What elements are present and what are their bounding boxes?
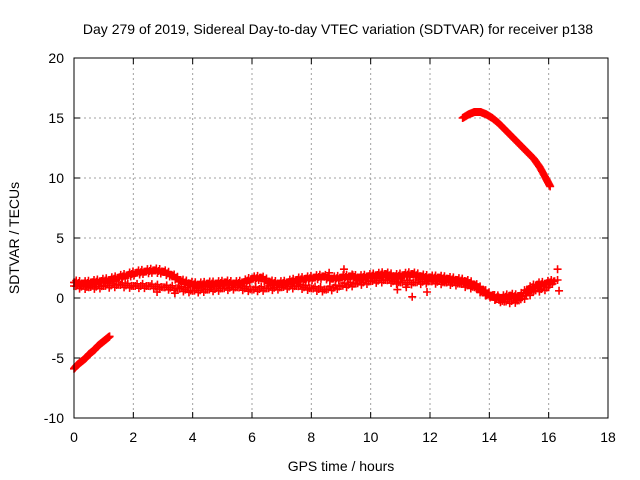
upper-arc-sdtvar-point bbox=[546, 182, 555, 191]
lower-band-sdtvar-point bbox=[487, 292, 496, 301]
y-tick-label: -10 bbox=[44, 410, 64, 426]
scatter-points-sdtvar-point bbox=[553, 265, 562, 274]
lower-band-sdtvar-point bbox=[479, 286, 488, 295]
lower-band-sdtvar-point bbox=[489, 290, 498, 299]
lower-band-sdtvar-point bbox=[257, 282, 266, 291]
chart-title: Day 279 of 2019, Sidereal Day-to-day VTE… bbox=[83, 21, 593, 37]
lower-band-sdtvar-point bbox=[272, 281, 281, 290]
lower-band-sdtvar-point bbox=[515, 296, 523, 305]
lower-band-sdtvar-point bbox=[477, 287, 486, 296]
lower-band-sdtvar-point bbox=[238, 286, 247, 295]
scatter-points-sdtvar-point bbox=[170, 289, 179, 298]
lower-band-sdtvar-point bbox=[527, 288, 536, 296]
y-tick-label: -5 bbox=[52, 350, 65, 366]
y-tick-label: 5 bbox=[56, 230, 64, 246]
y-tick-label: 20 bbox=[48, 50, 64, 66]
lower-band-sdtvar-point bbox=[298, 285, 307, 294]
lower-band-sdtvar-point bbox=[227, 281, 236, 290]
lower-band-sdtvar-point bbox=[94, 280, 103, 289]
lower-band-sdtvar-point bbox=[355, 276, 364, 285]
x-tick-label: 14 bbox=[482, 429, 498, 445]
lower-band-sdtvar-point bbox=[539, 282, 548, 291]
axis-ticks: 0 2 4 6 8 10 12 14 16 18 -10 -5 0 5 10 15 20 bbox=[44, 50, 616, 445]
scatter-points-sdtvar-point bbox=[153, 288, 162, 296]
y-tick-label: 15 bbox=[48, 110, 64, 126]
lower-band-sdtvar-point bbox=[375, 274, 384, 283]
grid-lines bbox=[74, 58, 608, 418]
lower-band-sdtvar-point bbox=[179, 287, 188, 296]
lower-band-sdtvar-point bbox=[533, 283, 542, 292]
scatter-points-sdtvar-point bbox=[553, 276, 562, 284]
x-tick-label: 12 bbox=[422, 429, 438, 445]
scatter-points-sdtvar-point bbox=[555, 286, 564, 295]
lower-band-sdtvar-point bbox=[303, 285, 312, 294]
scatter-points-sdtvar-point bbox=[423, 288, 432, 296]
lower-band-sdtvar-point bbox=[492, 294, 501, 303]
y-tick-label: 0 bbox=[56, 290, 64, 306]
x-axis-label: GPS time / hours bbox=[288, 458, 395, 474]
x-tick-label: 18 bbox=[600, 429, 616, 445]
lower-arc-sdtvar-point bbox=[105, 332, 114, 341]
scatter-points-sdtvar-point bbox=[408, 292, 417, 301]
scatter-points-sdtvar-point bbox=[339, 265, 348, 274]
y-axis-label: SDTVAR / TECUs bbox=[6, 182, 22, 294]
x-tick-label: 2 bbox=[129, 429, 137, 445]
lower-band-sdtvar-point bbox=[331, 281, 340, 290]
lower-band-sdtvar-point bbox=[197, 283, 206, 292]
lower-band-sdtvar-point bbox=[420, 275, 429, 284]
lower-band-sdtvar-point bbox=[509, 294, 518, 303]
lower-band-sdtvar-point bbox=[387, 279, 396, 288]
lower-band-sdtvar-point bbox=[544, 283, 553, 292]
lower-band-sdtvar-point bbox=[361, 275, 370, 284]
x-tick-label: 8 bbox=[307, 429, 315, 445]
x-tick-label: 10 bbox=[363, 429, 379, 445]
lower-band-sdtvar-point bbox=[325, 282, 334, 291]
lower-band-sdtvar-point bbox=[286, 280, 295, 289]
lower-band-sdtvar-point bbox=[494, 293, 503, 302]
lower-band-sdtvar-point bbox=[244, 287, 253, 296]
scatter-points-sdtvar-point bbox=[402, 283, 411, 292]
x-tick-label: 16 bbox=[541, 429, 557, 445]
lower-band-sdtvar-point bbox=[474, 283, 483, 292]
scatter-points-sdtvar-point bbox=[393, 285, 402, 294]
x-tick-label: 6 bbox=[248, 429, 256, 445]
lower-band-sdtvar-point bbox=[472, 284, 481, 293]
lower-band-sdtvar-point bbox=[340, 279, 349, 288]
lower-band-sdtvar-point bbox=[108, 279, 117, 288]
scatter-points-sdtvar-point bbox=[325, 268, 334, 277]
scatter-points-sdtvar-point bbox=[348, 271, 357, 280]
lower-band-sdtvar-point bbox=[184, 288, 193, 297]
x-tick-label: 0 bbox=[70, 429, 78, 445]
x-tick-label: 4 bbox=[189, 429, 197, 445]
y-tick-label: 10 bbox=[48, 170, 64, 186]
lower-band-sdtvar-point bbox=[212, 282, 221, 291]
data-points bbox=[70, 108, 564, 373]
lower-band-sdtvar-point bbox=[346, 278, 355, 287]
